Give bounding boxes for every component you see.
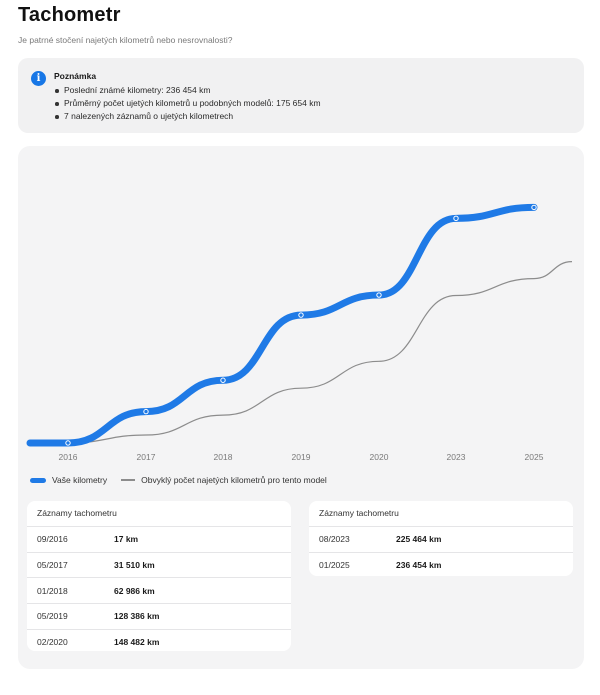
record-date: 09/2016 (37, 534, 68, 545)
record-row: 01/2018 62 986 km (27, 577, 291, 603)
record-date: 08/2023 (319, 534, 350, 545)
series-line-your-mileage (26, 203, 538, 447)
note-item: Průměrný počet ujetých kilometrů u podob… (54, 97, 321, 110)
record-date: 02/2020 (37, 637, 68, 648)
records-title: Záznamy tachometru (319, 508, 399, 518)
legend-label-typical-mileage: Obvyklý počet najetých kilometrů pro ten… (141, 475, 327, 485)
x-tick-label: 2023 (447, 452, 466, 462)
record-date: 05/2017 (37, 560, 68, 571)
record-row: 05/2017 31 510 km (27, 551, 291, 578)
note-item: 7 nalezených záznamů o ujetých kilometre… (54, 110, 321, 123)
record-date: 05/2019 (37, 611, 68, 622)
legend-label-your-mileage: Vaše kilometry (52, 475, 108, 485)
page-title: Tachometr (18, 4, 121, 26)
info-icon: i (31, 71, 46, 86)
data-point-your-mileage (376, 292, 382, 298)
data-point-your-mileage (531, 204, 537, 211)
record-row: 08/2023 225 464 km (309, 526, 573, 552)
x-tick-label: 2025 (525, 452, 544, 462)
note-list: Poslední známé kilometry: 236 454 km Prů… (54, 84, 321, 123)
legend-swatch-your-mileage (30, 477, 46, 483)
note-title: Poznámka (54, 71, 97, 81)
x-tick-label: 2017 (137, 452, 156, 462)
note-box: i Poznámka Poslední známé kilometry: 236… (18, 58, 584, 133)
series-line-typical-mileage (67, 261, 573, 444)
x-tick-label: 2020 (370, 452, 389, 462)
x-tick-label: 2018 (214, 452, 233, 462)
record-date: 01/2025 (319, 560, 350, 571)
record-row: 05/2019 128 386 km (27, 603, 291, 629)
record-row: 01/2025 236 454 km (309, 551, 573, 578)
record-value: 236 454 km (396, 560, 442, 571)
data-point-your-mileage (298, 312, 304, 318)
record-value: 128 386 km (114, 611, 160, 622)
note-item: Poslední známé kilometry: 236 454 km (54, 84, 321, 97)
chart-legend: Vaše kilometry Obvyklý počet najetých ki… (30, 473, 327, 487)
records-title: Záznamy tachometru (37, 508, 117, 518)
record-value: 31 510 km (114, 560, 155, 571)
record-value: 62 986 km (114, 585, 155, 596)
odometer-chart-card: 2016 2017 2018 2019 2020 2023 2025 Vaše kilome… (18, 146, 584, 669)
legend-swatch-typical-mileage (121, 479, 136, 481)
record-value: 148 482 km (114, 637, 160, 648)
data-point-your-mileage (220, 377, 226, 383)
odometer-records-table-continued: Záznamy tachometru 08/2023 225 464 km 01… (309, 501, 573, 576)
data-point-your-mileage (143, 408, 149, 415)
data-point-your-mileage (65, 440, 71, 446)
x-tick-label: 2016 (59, 452, 78, 462)
record-row: 02/2020 148 482 km (27, 628, 291, 655)
odometer-chart: 2016 2017 2018 2019 2020 2023 2025 (26, 203, 573, 462)
record-value: 225 464 km (396, 534, 442, 545)
data-point-your-mileage (453, 215, 459, 222)
x-tick-label: 2019 (292, 452, 311, 462)
odometer-records-table: Záznamy tachometru 09/2016 17 km 05/2017… (27, 501, 291, 651)
record-date: 01/2018 (37, 585, 68, 596)
page-subtitle: Je patrné stočení najetých kilometrů neb… (18, 35, 233, 45)
record-row: 09/2016 17 km (27, 526, 291, 552)
record-value: 17 km (114, 534, 139, 545)
